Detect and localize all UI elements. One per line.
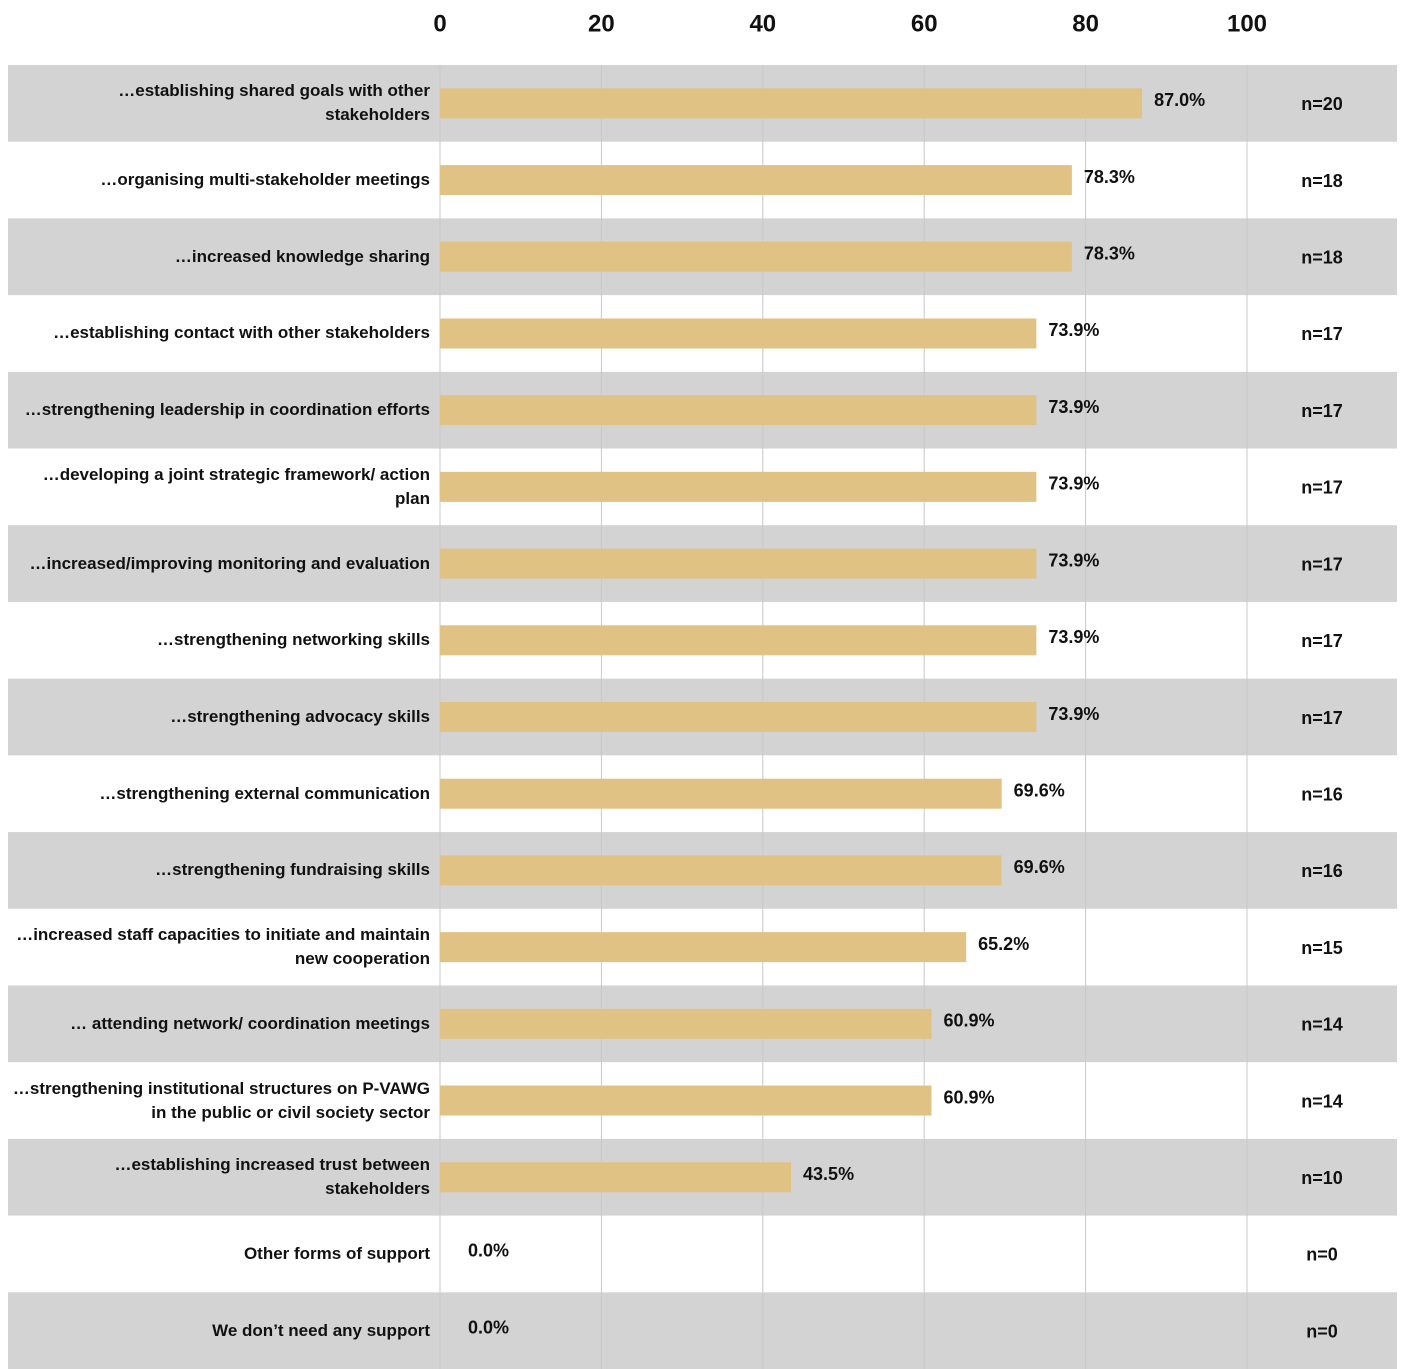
value-label: 73.9% (1048, 397, 1099, 417)
sample-size: n=18 (1301, 171, 1343, 191)
bar (440, 548, 1037, 579)
bar (440, 932, 967, 963)
bar (440, 88, 1143, 119)
x-tick-label: 80 (1072, 10, 1099, 37)
value-label: 43.5% (803, 1164, 854, 1184)
category-label: Other forms of support (243, 1243, 430, 1263)
sample-size: n=17 (1301, 554, 1343, 574)
category-label-box: …strengthening networking skills (157, 630, 430, 650)
category-label: …developing a joint strategic framework/… (42, 464, 430, 508)
sample-size: n=14 (1301, 1091, 1343, 1111)
category-label-box: We don’t need any support (212, 1320, 430, 1340)
category-label-box: …strengthening leadership in coordinatio… (24, 400, 430, 420)
category-label: …strengthening advocacy skills (170, 706, 430, 726)
value-label: 78.3% (1084, 167, 1135, 187)
category-label-box: …establishing increased trust between st… (114, 1155, 430, 1199)
bar (440, 1085, 932, 1116)
sample-size: n=0 (1306, 1321, 1338, 1341)
x-tick-label: 0 (433, 10, 446, 37)
category-label: …increased staff capacities to initiate … (16, 925, 430, 969)
value-label: 60.9% (943, 1011, 994, 1031)
value-label: 65.2% (978, 934, 1029, 954)
category-label-box: …strengthening fundraising skills (155, 860, 430, 880)
bar (440, 855, 1002, 886)
category-label-box: …strengthening external communication (99, 783, 430, 803)
bar (440, 778, 1002, 809)
sample-size: n=10 (1301, 1168, 1343, 1188)
x-tick-label: 40 (749, 10, 776, 37)
value-label: 73.9% (1048, 704, 1099, 724)
sample-size: n=17 (1301, 401, 1343, 421)
bar (440, 318, 1037, 349)
category-label-box: …strengthening institutional structures … (12, 1078, 430, 1122)
sample-size: n=17 (1301, 708, 1343, 728)
sample-size: n=0 (1306, 1245, 1338, 1265)
category-label-box: …increased knowledge sharing (174, 246, 430, 266)
value-label: 60.9% (943, 1087, 994, 1107)
category-label: …strengthening institutional structures … (12, 1078, 430, 1122)
value-label: 87.0% (1154, 90, 1205, 110)
sample-size: n=16 (1301, 784, 1343, 804)
category-label: …strengthening fundraising skills (155, 860, 430, 880)
bar (440, 165, 1072, 196)
sample-size: n=17 (1301, 324, 1343, 344)
bar (440, 241, 1072, 272)
x-tick-label: 20 (588, 10, 615, 37)
sample-size: n=17 (1301, 631, 1343, 651)
category-label: We don’t need any support (212, 1320, 430, 1340)
bar (440, 395, 1037, 426)
value-label: 73.9% (1048, 474, 1099, 494)
category-label-box: … attending network/ coordination meetin… (70, 1013, 430, 1033)
category-label-box: …establishing contact with other stakeho… (53, 323, 430, 343)
value-label: 73.9% (1048, 320, 1099, 340)
category-label: … attending network/ coordination meetin… (70, 1013, 430, 1033)
value-label: 73.9% (1048, 550, 1099, 570)
category-label: …increased knowledge sharing (174, 246, 430, 266)
category-label: …strengthening leadership in coordinatio… (24, 400, 430, 420)
sample-size: n=15 (1301, 938, 1343, 958)
x-tick-label: 60 (911, 10, 938, 37)
bar (440, 1162, 792, 1193)
category-label-box: …organising multi-stakeholder meetings (100, 170, 430, 190)
bar (440, 471, 1037, 502)
category-label-box: …establishing shared goals with other st… (118, 81, 430, 125)
value-label: 73.9% (1048, 627, 1099, 647)
value-label: 0.0% (468, 1317, 509, 1337)
category-label: …establishing shared goals with other st… (118, 81, 430, 125)
value-label: 69.6% (1014, 780, 1065, 800)
category-label: …establishing contact with other stakeho… (53, 323, 430, 343)
value-label: 0.0% (468, 1241, 509, 1261)
sample-size: n=14 (1301, 1015, 1343, 1035)
bar (440, 625, 1037, 656)
category-label-box: …increased staff capacities to initiate … (16, 925, 430, 969)
sample-size: n=18 (1301, 248, 1343, 268)
value-label: 78.3% (1084, 244, 1135, 264)
category-label: …strengthening external communication (99, 783, 430, 803)
sample-size: n=17 (1301, 478, 1343, 498)
category-label-box: …developing a joint strategic framework/… (42, 464, 430, 508)
category-label: …strengthening networking skills (157, 630, 430, 650)
row-band (8, 1292, 1397, 1369)
category-label: …increased/improving monitoring and eval… (29, 553, 430, 573)
category-label: …establishing increased trust between st… (114, 1155, 430, 1199)
category-label-box: …strengthening advocacy skills (170, 706, 430, 726)
category-label-box: Other forms of support (243, 1243, 430, 1263)
x-tick-label: 100 (1227, 10, 1267, 37)
category-label-box: …increased/improving monitoring and eval… (29, 553, 430, 573)
bar (440, 702, 1037, 732)
category-label: …organising multi-stakeholder meetings (100, 170, 430, 190)
bar (440, 1008, 932, 1039)
value-label: 69.6% (1014, 857, 1065, 877)
sample-size: n=16 (1301, 861, 1343, 881)
sample-size: n=20 (1301, 94, 1343, 114)
